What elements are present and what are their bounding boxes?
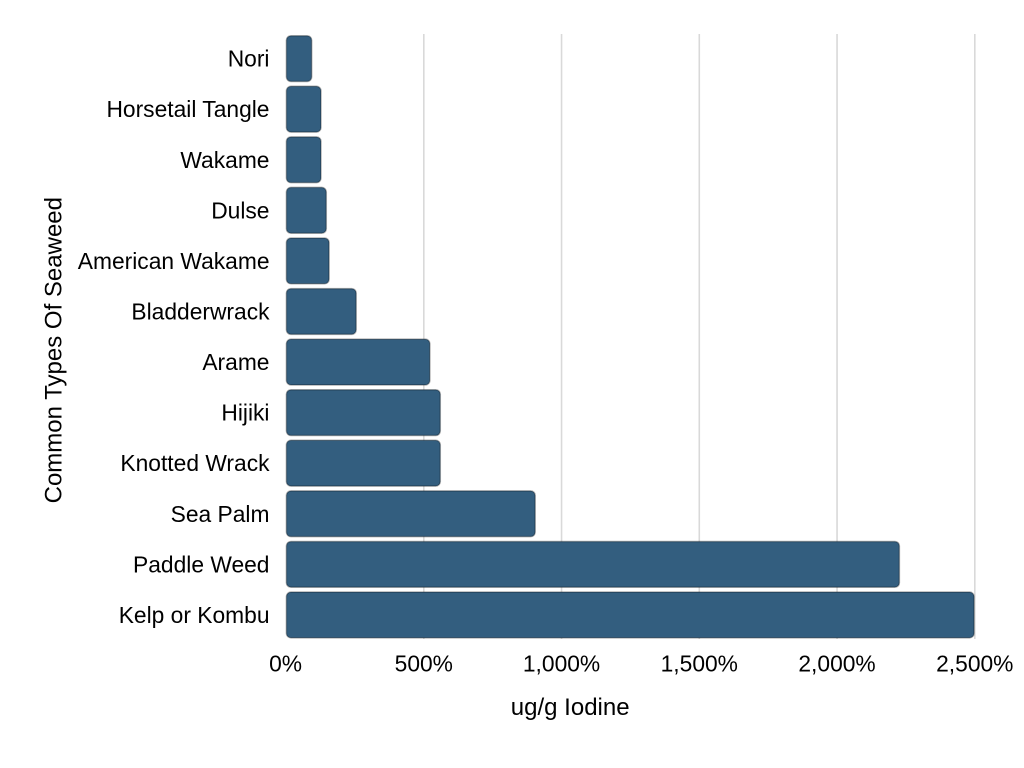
svg-text:1,500%: 1,500% xyxy=(661,650,738,676)
svg-text:2,500%: 2,500% xyxy=(936,650,1013,676)
svg-text:ug/g Iodine: ug/g Iodine xyxy=(511,694,630,721)
svg-text:500%: 500% xyxy=(395,650,453,676)
svg-text:Common Types Of Seaweed: Common Types Of Seaweed xyxy=(41,197,68,503)
svg-text:Bladderwrack: Bladderwrack xyxy=(131,299,270,325)
svg-text:Dulse: Dulse xyxy=(211,197,269,223)
svg-text:2,000%: 2,000% xyxy=(798,650,875,676)
svg-text:Paddle Weed: Paddle Weed xyxy=(133,551,269,577)
svg-text:Horsetail Tangle: Horsetail Tangle xyxy=(106,96,269,122)
svg-text:Arame: Arame xyxy=(202,349,269,375)
svg-text:Knotted Wrack: Knotted Wrack xyxy=(120,450,270,476)
svg-text:Kelp or Kombu: Kelp or Kombu xyxy=(119,602,270,628)
svg-text:0%: 0% xyxy=(269,650,302,676)
svg-text:Sea Palm: Sea Palm xyxy=(171,501,270,527)
svg-text:Wakame: Wakame xyxy=(180,147,269,173)
svg-text:1,000%: 1,000% xyxy=(523,650,600,676)
svg-text:Nori: Nori xyxy=(228,46,270,72)
svg-text:American Wakame: American Wakame xyxy=(78,248,270,274)
svg-text:Hijiki: Hijiki xyxy=(221,400,269,426)
